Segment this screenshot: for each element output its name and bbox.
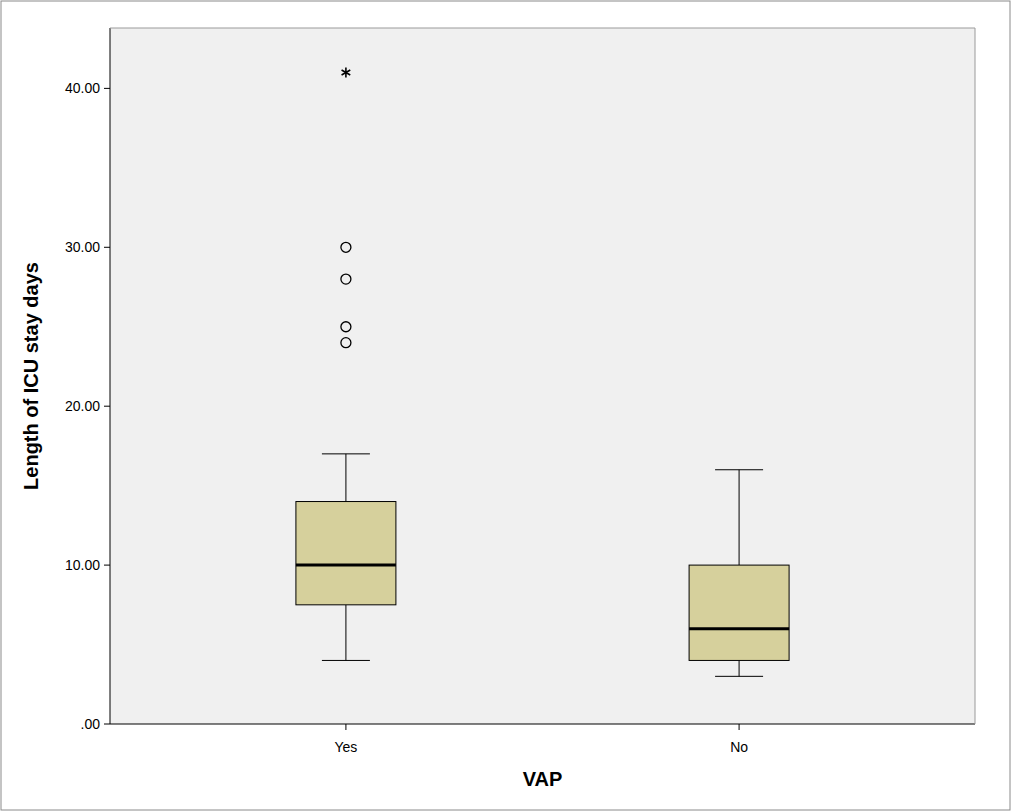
median-line <box>689 627 789 630</box>
x-axis-line <box>110 724 975 725</box>
outer-border <box>1 1 1010 810</box>
y-axis-line <box>110 28 111 724</box>
y-tick-label: 20.00 <box>65 398 100 414</box>
lower-whisker <box>739 660 740 676</box>
extreme-outlier <box>342 67 351 77</box>
y-tick-label: 30.00 <box>65 239 100 255</box>
outlier <box>341 338 351 348</box>
max-cap <box>322 453 370 454</box>
frame-right <box>975 28 976 724</box>
plot-background <box>110 28 975 724</box>
min-cap <box>715 676 763 677</box>
y-tick <box>104 88 110 89</box>
x-tick <box>739 724 740 730</box>
y-tick <box>104 247 110 248</box>
y-tick <box>104 406 110 407</box>
y-tick-label: 40.00 <box>65 80 100 96</box>
upper-whisker <box>345 454 346 502</box>
outlier <box>341 274 351 284</box>
x-axis-title: VAP <box>523 768 563 790</box>
y-tick-label: 10.00 <box>65 557 100 573</box>
x-tick-label: No <box>730 739 748 755</box>
y-axis-title: Length of ICU stay days <box>20 262 42 490</box>
lower-whisker <box>345 605 346 661</box>
box <box>689 565 789 660</box>
x-tick <box>345 724 346 730</box>
outlier <box>341 322 351 332</box>
outlier <box>341 242 351 252</box>
y-tick <box>104 565 110 566</box>
median-line <box>296 564 396 567</box>
frame-top <box>110 28 975 29</box>
box <box>296 502 396 605</box>
boxes <box>296 67 789 676</box>
min-cap <box>322 660 370 661</box>
x-tick-label: Yes <box>334 739 357 755</box>
y-tick-label: .00 <box>81 716 101 732</box>
upper-whisker <box>739 470 740 565</box>
max-cap <box>715 469 763 470</box>
y-tick <box>104 724 110 725</box>
chart-container: .00 10.00 20.00 30.00 40.00 Yes No Length of IC… <box>0 0 1011 811</box>
chart-svg: .00 10.00 20.00 30.00 40.00 Yes No Length of IC… <box>0 0 1011 811</box>
